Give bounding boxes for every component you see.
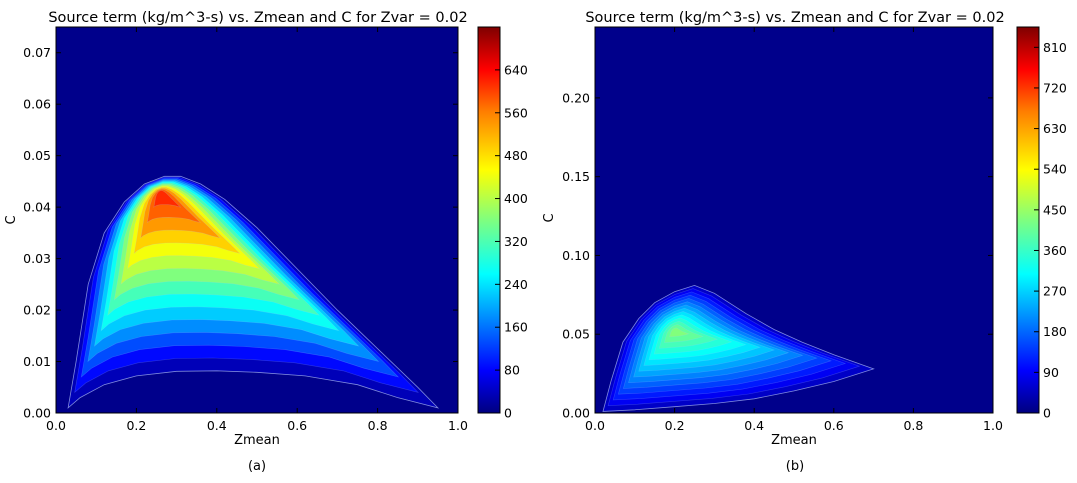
y-tick-label: 0.10	[562, 248, 590, 263]
colorbar-b	[1016, 26, 1040, 414]
region-outline	[602, 284, 875, 412]
colorbar-tick-label: 160	[504, 320, 528, 335]
plot-frame-b	[594, 26, 994, 414]
x-axis-ticks-a: 0.0 0.2 0.4 0.6 0.8 1.0	[46, 27, 468, 433]
x-tick-label: 0.8	[368, 418, 388, 433]
x-axis-label-a: Zmean	[234, 433, 280, 448]
y-tick-label: 0.00	[23, 406, 51, 421]
colorbar-tick-label: 80	[504, 363, 520, 378]
x-tick-label: 1.0	[983, 418, 1003, 433]
x-axis-ticks-b: 0.0 0.2 0.4 0.6 0.8 1.0	[585, 27, 1003, 433]
x-tick-label: 0.4	[744, 418, 764, 433]
chart-title-b: Source term (kg/m^3-s) vs. Zmean and C f…	[585, 10, 1004, 26]
colorbar-tick-label: 320	[504, 234, 528, 249]
x-tick-label: 0.2	[126, 418, 146, 433]
colorbar-tick-label: 640	[504, 62, 528, 77]
colorbar-tick-label: 630	[1043, 121, 1067, 136]
colorbar-ticks-b: 0 90 180 270 360 450 540 630 720 810	[1034, 40, 1067, 421]
x-tick-label: 0.0	[585, 418, 605, 433]
panel-a: Source term (kg/m^3-s) vs. Zmean and C f…	[4, 10, 528, 474]
y-tick-label: 0.06	[23, 97, 51, 112]
x-axis-label-b: Zmean	[771, 433, 817, 448]
contour-band	[669, 327, 690, 338]
colorbar-tick-label: 90	[1043, 365, 1059, 380]
x-tick-label: 1.0	[448, 418, 468, 433]
colorbar-tick-label: 400	[504, 191, 528, 206]
x-tick-label: 0.2	[665, 418, 685, 433]
colorbar-tick-label: 480	[504, 148, 528, 163]
y-tick-label: 0.05	[23, 148, 51, 163]
colorbar-tick-label: 270	[1043, 284, 1067, 299]
y-tick-label: 0.02	[23, 303, 51, 318]
x-tick-label: 0.6	[824, 418, 844, 433]
y-tick-label: 0.01	[23, 354, 51, 369]
x-tick-label: 0.4	[207, 418, 227, 433]
colorbar-tick-label: 180	[1043, 324, 1067, 339]
colorbar-tick-label: 240	[504, 277, 528, 292]
x-tick-label: 0.8	[903, 418, 923, 433]
y-tick-label: 0.03	[23, 251, 51, 266]
panel-label-a: (a)	[248, 459, 266, 474]
y-axis-label-b: C	[542, 213, 557, 222]
heatmap-fill-b	[602, 284, 875, 412]
x-tick-label: 0.6	[287, 418, 307, 433]
plot-frame-a	[55, 26, 459, 414]
y-tick-label: 0.05	[562, 327, 590, 342]
colorbar-tick-label: 720	[1043, 80, 1067, 95]
panel-label-b: (b)	[786, 459, 804, 474]
y-axis-ticks-b: 0.00 0.05 0.10 0.15 0.20	[562, 90, 993, 421]
y-axis-label-a: C	[4, 215, 19, 224]
colorbar-tick-label: 540	[1043, 162, 1067, 177]
y-tick-label: 0.04	[23, 200, 51, 215]
colorbar-tick-label: 560	[504, 105, 528, 120]
chart-title-a: Source term (kg/m^3-s) vs. Zmean and C f…	[48, 10, 467, 26]
colorbar-tick-label: 0	[504, 406, 512, 421]
y-tick-label: 0.20	[562, 90, 590, 105]
colorbar-a	[477, 26, 501, 414]
colorbar-tick-label: 450	[1043, 202, 1067, 217]
contour-band	[153, 190, 182, 208]
colorbar-ticks-a: 0 80 160 240 320 400 480 560 640	[495, 62, 528, 421]
colorbar-tick-label: 0	[1043, 406, 1051, 421]
x-tick-label: 0.0	[46, 418, 66, 433]
colorbar-tick-label: 810	[1043, 40, 1067, 55]
colorbar-tick-label: 360	[1043, 243, 1067, 258]
region-outline	[67, 175, 440, 409]
y-tick-label: 0.00	[562, 406, 590, 421]
y-tick-label: 0.07	[23, 45, 51, 60]
y-tick-label: 0.15	[562, 169, 590, 184]
panel-b: Source term (kg/m^3-s) vs. Zmean and C f…	[542, 10, 1067, 474]
y-axis-ticks-a: 0.00 0.01 0.02 0.03 0.04 0.05 0.06 0.07	[23, 45, 458, 421]
heatmap-fill-a	[67, 175, 440, 409]
